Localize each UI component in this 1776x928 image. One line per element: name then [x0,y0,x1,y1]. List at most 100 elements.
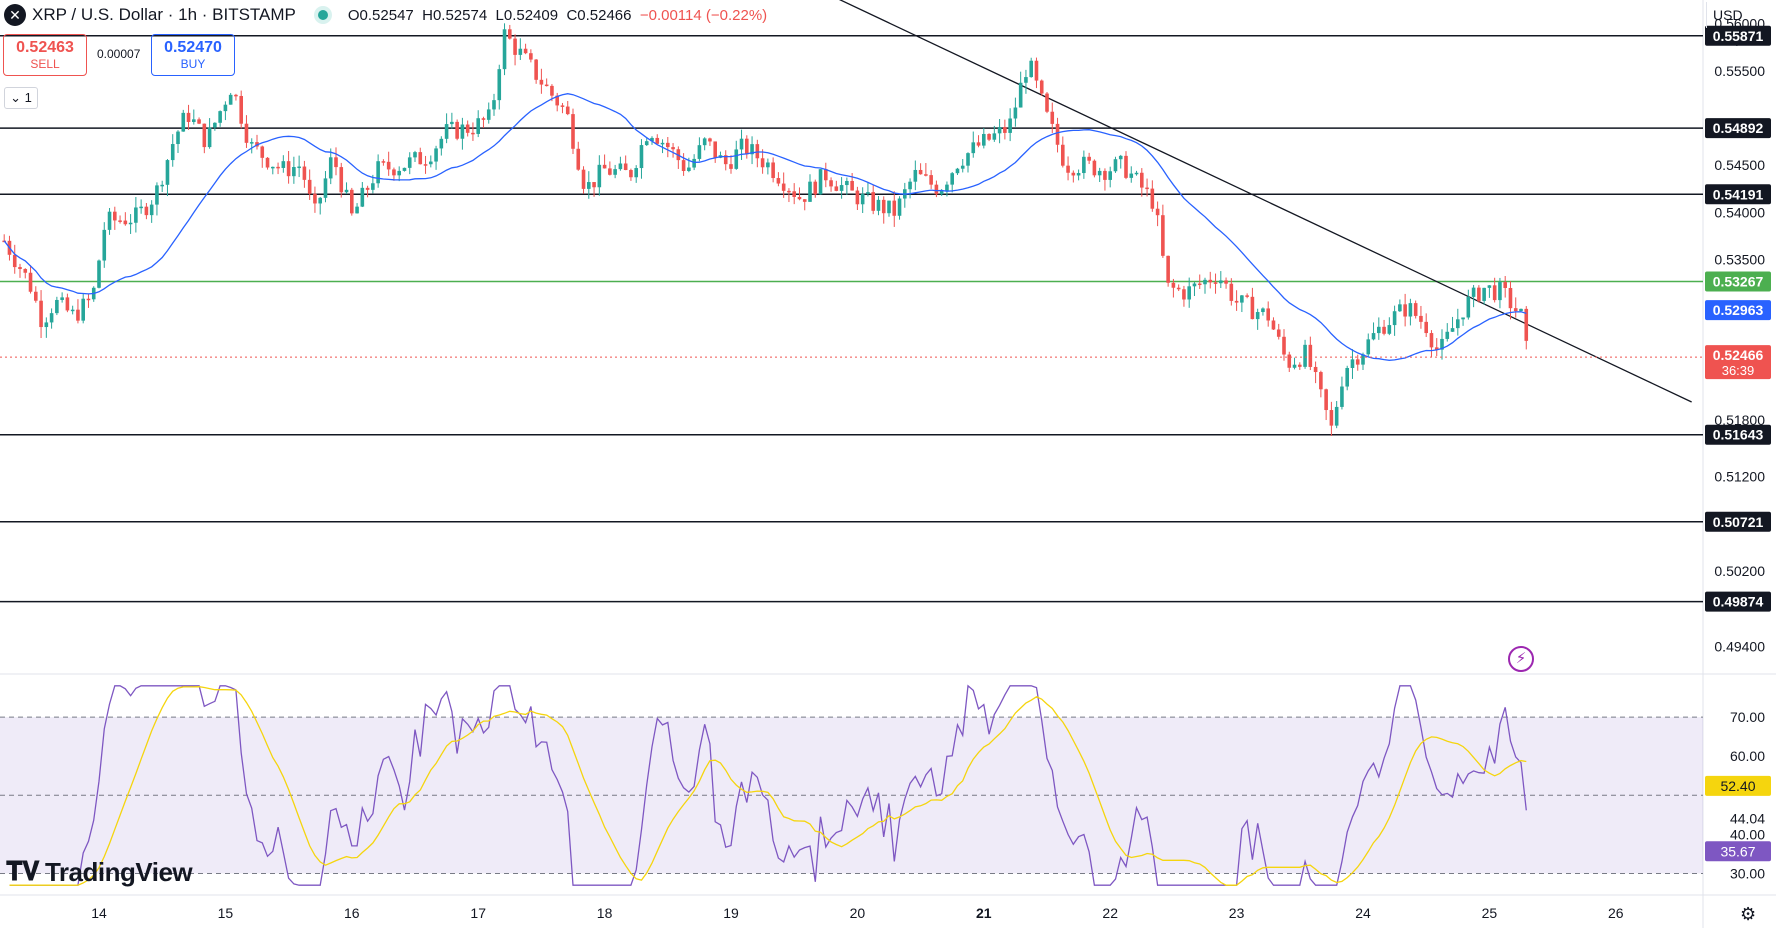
time-tick-label: 24 [1355,905,1371,921]
candle-down [1503,282,1507,288]
candle-down [1155,208,1160,216]
candle-down [850,180,854,191]
candle-down [576,148,581,170]
candle-up [44,322,49,328]
candle-down [276,166,280,169]
lightning-event-icon[interactable]: ⚡ [1508,646,1534,672]
candle-up [644,141,649,146]
candle-down [1276,329,1281,337]
level-price-tag [1705,271,1771,292]
sell-button[interactable]: 0.52463 SELL [3,34,87,76]
candle-down [1298,364,1302,367]
level-price-label: 0.50721 [1713,514,1764,530]
candle-down [1124,155,1128,178]
candle-up [866,192,870,194]
candle-up [134,207,138,223]
candle-up [1345,367,1349,387]
pane-toggle-button[interactable]: ⌄ 1 [4,87,38,109]
candle-up [618,163,623,170]
candle-down [1087,156,1091,161]
candle-up [213,122,217,128]
buy-button[interactable]: 0.52470 BUY [151,34,235,76]
candle-down [1208,279,1213,283]
candle-down [239,95,243,124]
candle-down [523,48,528,54]
candle-up [249,142,254,144]
candle-down [286,161,291,177]
candle-up [434,148,438,162]
candle-down [544,84,549,87]
candle-down [34,291,38,301]
candle-up [450,121,454,125]
candle-up [297,166,301,169]
candle-down [892,200,897,216]
spread-value: 0.00007 [97,47,141,61]
candle-down [28,272,33,292]
currency-label: USD [1713,7,1743,23]
candle-up [192,119,196,122]
candle-up [1203,279,1207,285]
candle-down [855,190,860,205]
candle-down [560,105,565,107]
candle-up [444,124,449,139]
candle-up [502,29,507,70]
candle-down [792,191,796,197]
symbol-header: ✕ XRP / U.S. Dollar · 1h · BITSTAMP O0.5… [0,0,767,30]
brand-label: TradingView [44,856,193,887]
level-price-tag [1705,511,1771,532]
tradingview-logo-icon: 𝐓𝐕 [6,856,39,886]
candle-up [1387,325,1392,334]
candle-down [1176,287,1181,290]
rsi-value-tag [1705,841,1771,862]
candle-up [176,131,180,145]
candle-down [1403,304,1407,317]
candle-down [681,160,686,172]
ohlc-change: −0.00114 (−0.22%) [639,6,768,24]
currency-select[interactable]: USD ⌄ [1706,2,1768,49]
candle-up [1340,386,1344,407]
time-tick-label: 16 [344,905,360,921]
candle-up [402,167,407,171]
candle-up [697,145,702,159]
rsi-tick-label: 30.00 [1730,865,1765,881]
candle-down [392,169,396,176]
candle-down [1271,320,1276,330]
candle-up [939,190,944,195]
tradingview-logo[interactable]: 𝐓𝐕 TradingView [6,856,193,888]
candle-down [824,169,828,181]
gear-icon[interactable]: ⚙ [1740,904,1757,924]
candle-down [1319,372,1323,390]
candle-down [1045,93,1049,112]
candle-down [471,132,475,135]
candle-down [881,199,886,214]
candle-down [834,186,839,191]
candle-down [244,123,249,143]
candle-up [966,153,970,166]
candle-up [344,189,349,193]
candle-down [976,142,981,146]
candle-down [1234,300,1239,303]
level-price-tag [1705,184,1771,205]
candle-up [223,104,228,112]
candle-up [1466,296,1471,318]
candle-up [650,137,654,142]
candle-up [945,184,949,191]
candle-up [992,133,997,140]
rsi-tick-label: 60.00 [1730,748,1765,764]
candle-up [1445,331,1450,339]
symbol-title[interactable]: XRP / U.S. Dollar · 1h · BITSTAMP [32,5,296,24]
candle-down [1145,187,1149,190]
candle-up [439,138,444,149]
candle-down [365,187,370,190]
candle-up [1292,364,1297,368]
candle-up [360,187,365,207]
price-tick-label: 0.53500 [1714,252,1765,268]
rsi-ma-tag [1705,775,1771,796]
ohlc-close: C0.52466 [566,6,632,24]
candle-down [1266,308,1270,321]
market-status-icon[interactable] [317,10,328,20]
candle-down [307,179,312,194]
time-tick-label: 14 [91,905,107,921]
candle-down [1382,326,1386,334]
